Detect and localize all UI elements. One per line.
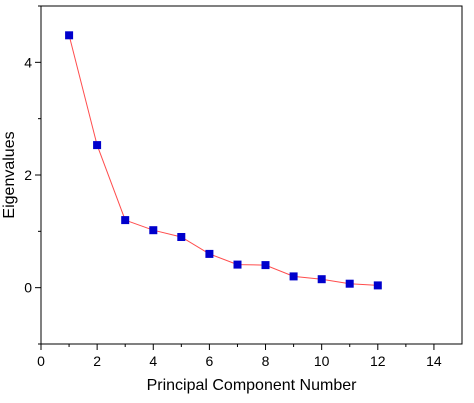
- data-point: [177, 233, 186, 241]
- data-point: [121, 216, 130, 225]
- data-point: [93, 141, 102, 150]
- x-tick-label: 8: [262, 353, 270, 369]
- x-tick-label: 6: [206, 353, 214, 369]
- x-tick-label: 14: [426, 353, 442, 369]
- x-tick-label: 2: [93, 353, 101, 369]
- data-point: [373, 281, 382, 290]
- data-point: [289, 272, 298, 281]
- x-tick-label: 4: [149, 353, 157, 369]
- y-axis-label: Eigenvalues: [1, 131, 18, 218]
- data-point: [345, 279, 354, 288]
- series-group: [65, 31, 382, 290]
- x-tick-label: 0: [37, 353, 45, 369]
- data-point: [261, 261, 270, 270]
- y-tick-label: 0: [24, 280, 32, 296]
- data-point: [205, 249, 214, 258]
- y-tick-label: 4: [24, 54, 32, 70]
- data-point: [149, 226, 158, 235]
- y-tick-label: 2: [24, 167, 32, 183]
- data-point: [317, 275, 326, 284]
- plot-frame-group: [40, 5, 463, 345]
- series-line: [68, 35, 378, 286]
- axis-ticks-group: 0 2 4 6 8 10 12 14 0 2 4: [24, 5, 442, 369]
- x-tick-label: 12: [370, 353, 386, 369]
- x-tick-label: 10: [314, 353, 330, 369]
- data-point: [233, 260, 242, 269]
- x-axis-label: Principal Component Number: [147, 377, 358, 394]
- data-point: [65, 31, 74, 40]
- plot-frame: [40, 5, 463, 345]
